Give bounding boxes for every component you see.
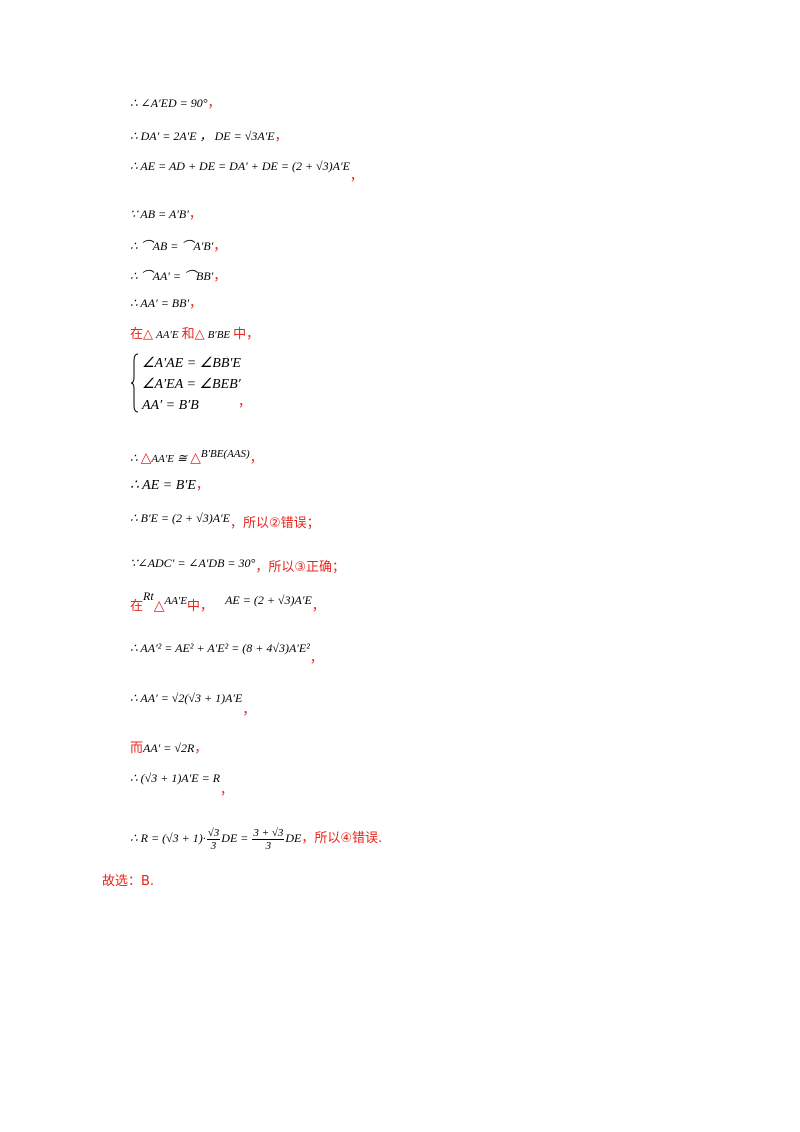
step-radius-de: ∴ R = (√3 + 1)· √3 3 DE = 3 + √3 3 DE，所以④错误.: [130, 826, 383, 852]
condition-row: ∠A′EA = ∠BEB′: [142, 377, 241, 392]
step-aa-bb: ∴ AA′ = BB′，: [130, 296, 203, 311]
in-triangles-heading: 在△ AA′E 和△ B′BE 中，: [130, 327, 260, 342]
step-aa-value: ∴ AA′ = √2(√3 + 1)A′E，: [130, 691, 256, 718]
step-aa-radius: 而AA′ = √2R，: [130, 741, 208, 756]
step-pythagoras: ∴ AA′² = AE² + A′E² = (8 + 4√3)A′E²，: [130, 641, 323, 666]
step-ae-be: ∴ AE = B′E，: [130, 478, 209, 493]
step-congruent: ∴ △AA′E ≅ △B′BE(AAS)，: [130, 448, 263, 466]
step-be-value: ∴ B′E = (2 + √3)A′E，所以②错误；: [130, 511, 320, 531]
in-right-triangle: 在Rt△AA′E中， AE = (2 + √3)A′E，: [130, 589, 325, 614]
congruence-conditions: ∠A′AE = ∠BB′E ∠A′EA = ∠BEB′ AA′ = B′B ，: [130, 353, 252, 415]
step-angle-30: ∵∠ADC′ = ∠A′DB = 30°，所以③正确；: [130, 556, 345, 575]
comma: ，: [238, 395, 252, 410]
fraction: 3 + √3 3: [252, 826, 285, 852]
step-arc-ab: ∴ ⌒AB = ⌒A′B′，: [130, 239, 227, 254]
final-answer: 故选：B.: [102, 874, 155, 889]
step-ae-sum: ∴ AE = AD + DE = DA′ + DE = (2 + √3)A′E，: [130, 159, 363, 184]
step-da-de: ∴ DA′ = 2A′E ， DE = √3A′E，: [130, 129, 288, 144]
fraction: √3 3: [206, 826, 221, 852]
step-angle-right: ∴ ∠A′ED = 90°，: [130, 96, 221, 111]
condition-row: ∠A′AE = ∠BB′E: [142, 356, 241, 371]
left-brace-icon: [130, 353, 139, 413]
step-radius: ∴ (√3 + 1)A′E = R，: [130, 771, 234, 798]
step-ab-equal: ∵ AB = A′B′，: [130, 207, 202, 222]
condition-row: AA′ = B′B: [142, 398, 199, 413]
step-arc-aa: ∴ ⌒AA′ = ⌒BB′，: [130, 269, 227, 284]
